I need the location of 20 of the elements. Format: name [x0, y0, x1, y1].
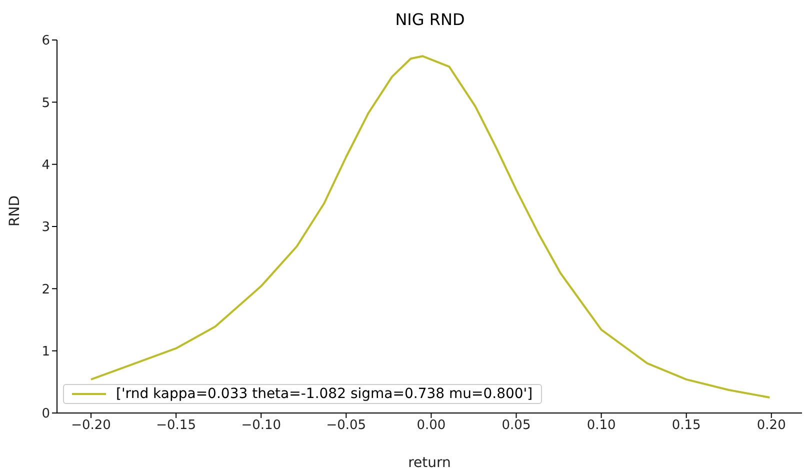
y-tick-label: 2	[42, 282, 50, 298]
x-tick-label: 0.05	[502, 418, 531, 434]
legend-label: ['rnd kappa=0.033 theta=-1.082 sigma=0.738 mu=0.800']	[116, 386, 533, 402]
y-axis-title: RND	[6, 196, 23, 226]
x-tick-label: −0.15	[156, 418, 196, 434]
chart-title: NIG RND	[394, 10, 466, 29]
x-tick-label: −0.05	[326, 418, 366, 434]
x-tick-label: 0.15	[672, 418, 701, 434]
y-tick-label: 5	[42, 96, 50, 111]
x-tick-label: −0.10	[241, 418, 282, 434]
x-tick-label: −0.20	[71, 418, 111, 434]
x-tick-label: 0.20	[756, 418, 786, 434]
x-axis-title: return	[408, 455, 451, 469]
x-tick-label: 0.10	[586, 418, 616, 434]
y-tick-label: 3	[42, 220, 50, 236]
x-tick-label: 0.00	[416, 418, 446, 434]
y-tick-label: 4	[42, 158, 50, 173]
y-tick-label: 1	[42, 344, 50, 360]
y-tick-label: 0	[42, 406, 50, 422]
y-tick-label: 6	[42, 34, 50, 49]
